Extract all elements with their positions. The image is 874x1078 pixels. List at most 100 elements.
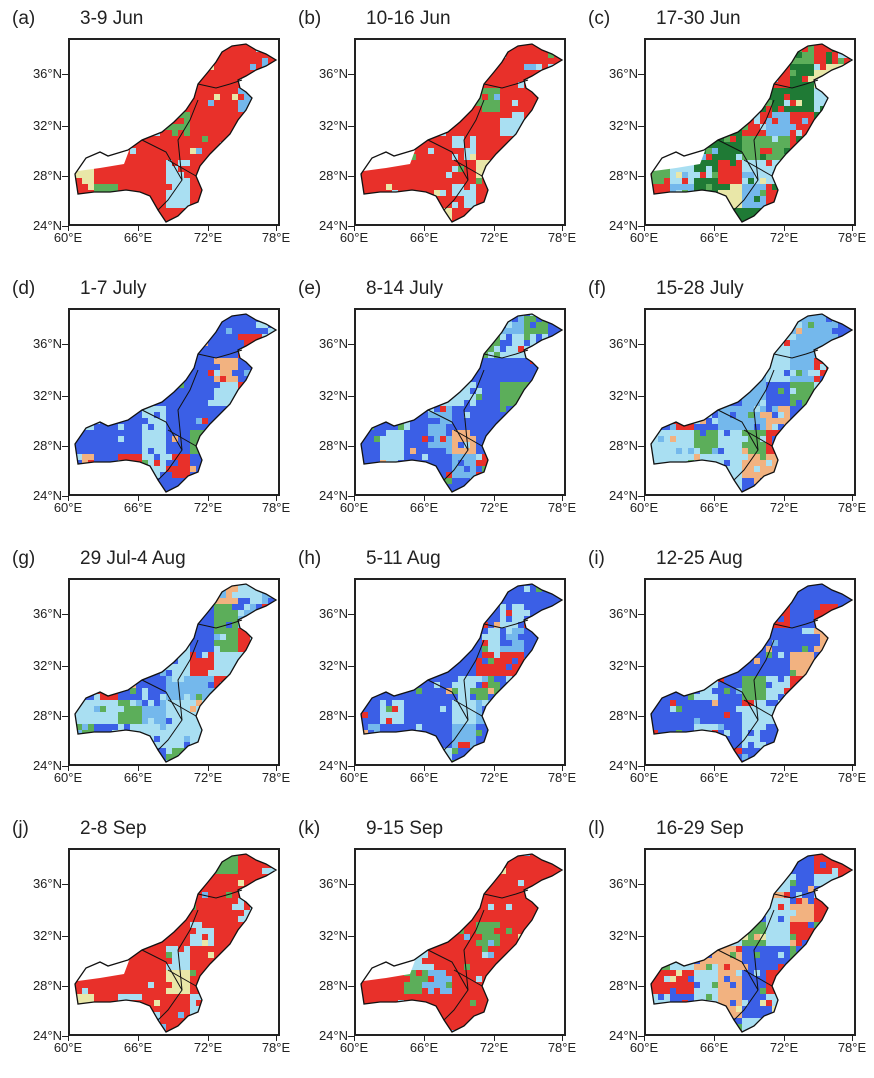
longitude-tick <box>784 1036 785 1041</box>
pakistan-map <box>356 850 564 1034</box>
latitude-tick <box>62 666 68 667</box>
anomaly-field <box>70 850 278 1034</box>
longitude-label: 78°E <box>838 500 866 515</box>
longitude-label: 78°E <box>262 770 290 785</box>
latitude-label: 36°N <box>609 606 638 621</box>
longitude-tick <box>494 226 495 231</box>
latitude-label: 28°N <box>609 168 638 183</box>
pakistan-map <box>356 310 564 494</box>
latitude-label: 36°N <box>319 66 348 81</box>
longitude-label: 72°E <box>770 770 798 785</box>
map-frame <box>644 308 856 496</box>
latitude-tick <box>638 666 644 667</box>
longitude-tick <box>852 1036 853 1041</box>
longitude-tick <box>494 766 495 771</box>
anomaly-field <box>646 310 854 494</box>
panel-title: (f)15-28 July <box>580 276 860 306</box>
longitude-tick <box>208 226 209 231</box>
latitude-tick <box>348 716 354 717</box>
panel-letter: (d) <box>12 278 35 300</box>
panel-letter: (g) <box>12 548 35 570</box>
panel-period: 16-29 Sep <box>656 818 744 840</box>
longitude-label: 66°E <box>124 500 152 515</box>
latitude-tick <box>348 344 354 345</box>
longitude-tick <box>784 226 785 231</box>
longitude-label: 60°E <box>340 1040 368 1055</box>
longitude-tick <box>562 226 563 231</box>
panel-title: (e)8-14 July <box>290 276 570 306</box>
longitude-tick <box>68 1036 69 1041</box>
longitude-tick <box>784 496 785 501</box>
pakistan-map <box>70 580 278 764</box>
latitude-tick <box>348 126 354 127</box>
longitude-tick <box>644 496 645 501</box>
longitude-label: 66°E <box>124 770 152 785</box>
latitude-label: 32°N <box>609 118 638 133</box>
latitude-label: 32°N <box>33 928 62 943</box>
latitude-tick <box>62 884 68 885</box>
map-frame <box>354 38 566 226</box>
longitude-label: 60°E <box>54 500 82 515</box>
latitude-label: 32°N <box>319 388 348 403</box>
panel-title: (k)9-15 Sep <box>290 816 570 846</box>
latitude-tick <box>638 986 644 987</box>
panel-period: 1-7 July <box>80 278 147 300</box>
latitude-label: 32°N <box>33 118 62 133</box>
panel-title: (h)5-11 Aug <box>290 546 570 576</box>
longitude-label: 72°E <box>194 500 222 515</box>
latitude-tick <box>348 666 354 667</box>
panel-letter: (e) <box>298 278 321 300</box>
latitude-tick <box>638 716 644 717</box>
panel-letter: (k) <box>298 818 320 840</box>
panel-letter: (j) <box>12 818 29 840</box>
latitude-label: 32°N <box>319 658 348 673</box>
longitude-tick <box>714 496 715 501</box>
anomaly-field <box>646 580 854 764</box>
latitude-label: 32°N <box>319 118 348 133</box>
longitude-label: 72°E <box>480 500 508 515</box>
panel-period: 15-28 July <box>656 278 744 300</box>
longitude-tick <box>852 766 853 771</box>
panel-period: 17-30 Jun <box>656 8 741 30</box>
anomaly-field <box>70 310 278 494</box>
longitude-label: 72°E <box>194 1040 222 1055</box>
longitude-label: 60°E <box>340 230 368 245</box>
latitude-label: 28°N <box>33 168 62 183</box>
anomaly-field <box>70 580 278 764</box>
latitude-tick <box>348 884 354 885</box>
longitude-tick <box>852 226 853 231</box>
longitude-tick <box>354 1036 355 1041</box>
longitude-tick <box>494 496 495 501</box>
longitude-tick <box>276 1036 277 1041</box>
latitude-tick <box>62 614 68 615</box>
panel-title: (c) 17-30 Jun <box>580 6 860 36</box>
latitude-label: 36°N <box>33 876 62 891</box>
panel-letter: (c) <box>588 8 610 30</box>
panel-title: (b)10-16 Jun <box>290 6 570 36</box>
longitude-tick <box>714 766 715 771</box>
longitude-label: 72°E <box>770 500 798 515</box>
longitude-tick <box>354 766 355 771</box>
latitude-label: 28°N <box>609 708 638 723</box>
panel-period: 29 Jul-4 Aug <box>80 548 186 570</box>
anomaly-field <box>356 40 564 224</box>
longitude-label: 66°E <box>410 1040 438 1055</box>
latitude-tick <box>348 614 354 615</box>
latitude-tick <box>638 446 644 447</box>
latitude-label: 32°N <box>609 388 638 403</box>
longitude-tick <box>138 1036 139 1041</box>
longitude-label: 78°E <box>838 1040 866 1055</box>
map-frame <box>354 848 566 1036</box>
longitude-tick <box>644 226 645 231</box>
panel-period: 2-8 Sep <box>80 818 147 840</box>
latitude-label: 32°N <box>609 928 638 943</box>
map-frame <box>644 578 856 766</box>
pakistan-map <box>646 40 854 224</box>
longitude-tick <box>424 496 425 501</box>
map-frame <box>68 578 280 766</box>
anomaly-field <box>646 850 854 1034</box>
